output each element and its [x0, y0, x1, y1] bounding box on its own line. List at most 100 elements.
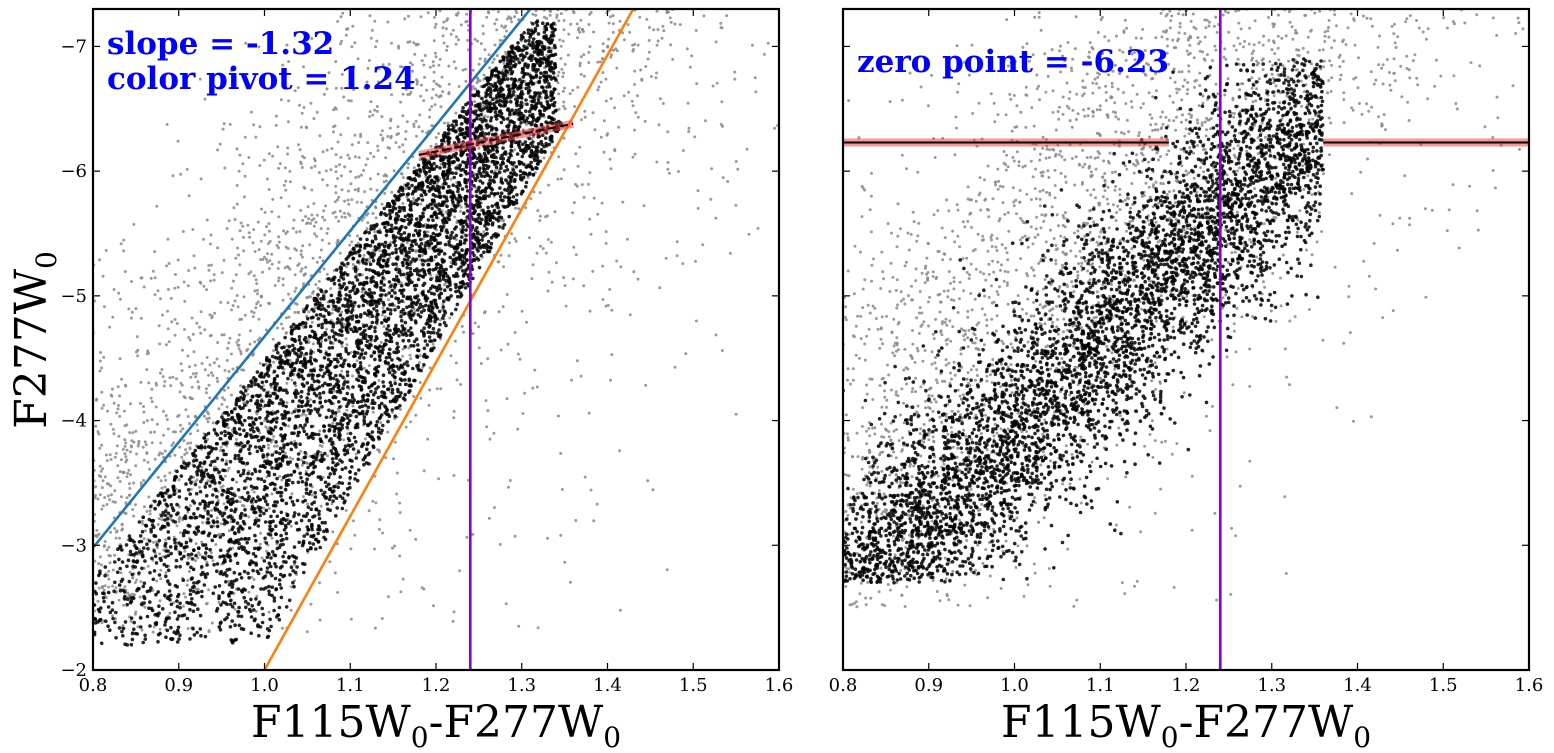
- scatter-point: [149, 529, 153, 534]
- scatter-point: [365, 80, 369, 84]
- scatter-point: [340, 284, 345, 289]
- scatter-point: [642, 204, 646, 208]
- scatter-point: [604, 241, 608, 245]
- scatter-point: [294, 286, 298, 290]
- scatter-point: [536, 32, 541, 36]
- scatter-point: [314, 313, 319, 317]
- scatter-point: [149, 504, 153, 509]
- scatter-point: [222, 122, 226, 126]
- scatter-point: [261, 363, 266, 367]
- scatter-point: [293, 426, 297, 430]
- scatter-point: [381, 380, 385, 384]
- scatter-point: [336, 198, 339, 202]
- scatter-point: [709, 197, 713, 201]
- scatter-point: [263, 536, 267, 541]
- scatter-point: [417, 224, 422, 228]
- scatter-point: [160, 368, 164, 371]
- scatter-point: [123, 444, 127, 448]
- scatter-point: [235, 521, 240, 525]
- scatter-point: [349, 310, 354, 315]
- scatter-point: [280, 498, 285, 503]
- scatter-point: [577, 26, 581, 30]
- scatter-point: [238, 229, 242, 233]
- scatter-point: [254, 278, 258, 282]
- scatter-point: [126, 558, 131, 563]
- scatter-point: [576, 164, 580, 168]
- scatter-point: [274, 114, 278, 118]
- scatter-point: [218, 548, 223, 553]
- scatter-point: [422, 99, 426, 103]
- scatter-point: [204, 433, 208, 437]
- scatter-point: [107, 545, 111, 549]
- scatter-point: [373, 108, 377, 112]
- scatter-point: [532, 190, 536, 194]
- scatter-point: [324, 308, 328, 313]
- scatter-point: [387, 62, 391, 66]
- scatter-point: [516, 352, 520, 356]
- scatter-point: [587, 23, 591, 26]
- scatter-point: [291, 580, 295, 585]
- scatter-point: [334, 414, 338, 418]
- scatter-point: [571, 88, 575, 92]
- scatter-point: [102, 305, 106, 309]
- scatter-point: [254, 306, 258, 310]
- scatter-point: [117, 434, 121, 438]
- scatter-point: [125, 475, 129, 479]
- scatter-point: [223, 433, 227, 438]
- scatter-point: [113, 455, 117, 459]
- scatter-point: [441, 26, 445, 30]
- scatter-point: [235, 184, 239, 187]
- scatter-point: [494, 165, 499, 170]
- scatter-point: [553, 52, 558, 57]
- scatter-point: [139, 481, 143, 485]
- scatter-point: [370, 240, 375, 244]
- scatter-point: [539, 139, 543, 144]
- scatter-point: [453, 339, 457, 343]
- scatter-point: [177, 637, 181, 641]
- scatter-point: [766, 41, 770, 45]
- scatter-point: [161, 555, 165, 559]
- scatter-point: [451, 28, 455, 32]
- scatter-point: [332, 281, 337, 286]
- scatter-point: [422, 207, 426, 212]
- scatter-point: [277, 260, 281, 264]
- scatter-point: [488, 437, 492, 441]
- scatter-point: [358, 272, 362, 277]
- scatter-point: [338, 373, 343, 378]
- scatter-point: [343, 165, 347, 169]
- scatter-point: [438, 318, 442, 322]
- scatter-point: [153, 457, 157, 461]
- scatter-point: [357, 468, 361, 472]
- scatter-point: [142, 581, 147, 585]
- scatter-point: [524, 86, 528, 91]
- scatter-point: [157, 604, 161, 608]
- scatter-point: [124, 383, 127, 387]
- scatter-point: [299, 253, 303, 256]
- scatter-point: [97, 562, 101, 566]
- scatter-point: [179, 381, 183, 385]
- scatter-point: [151, 269, 155, 273]
- scatter-point: [124, 501, 128, 505]
- scatter-point: [428, 388, 432, 392]
- scatter-point: [304, 215, 307, 218]
- scatter-point: [171, 375, 175, 379]
- scatter-point: [102, 403, 106, 407]
- scatter-point: [382, 174, 386, 178]
- scatter-point: [297, 143, 300, 147]
- scatter-point: [375, 336, 379, 341]
- scatter-point: [118, 414, 122, 418]
- scatter-point: [231, 279, 235, 283]
- scatter-point: [120, 377, 124, 381]
- scatter-point: [345, 343, 349, 347]
- scatter-point: [395, 492, 399, 496]
- scatter-point: [449, 32, 453, 36]
- scatter-point: [375, 188, 379, 192]
- scatter-point: [128, 493, 132, 497]
- scatter-point: [113, 527, 117, 530]
- scatter-point: [164, 414, 168, 418]
- scatter-point: [320, 339, 324, 343]
- scatter-point: [109, 484, 113, 488]
- scatter-point: [195, 423, 199, 427]
- scatter-point: [332, 108, 336, 112]
